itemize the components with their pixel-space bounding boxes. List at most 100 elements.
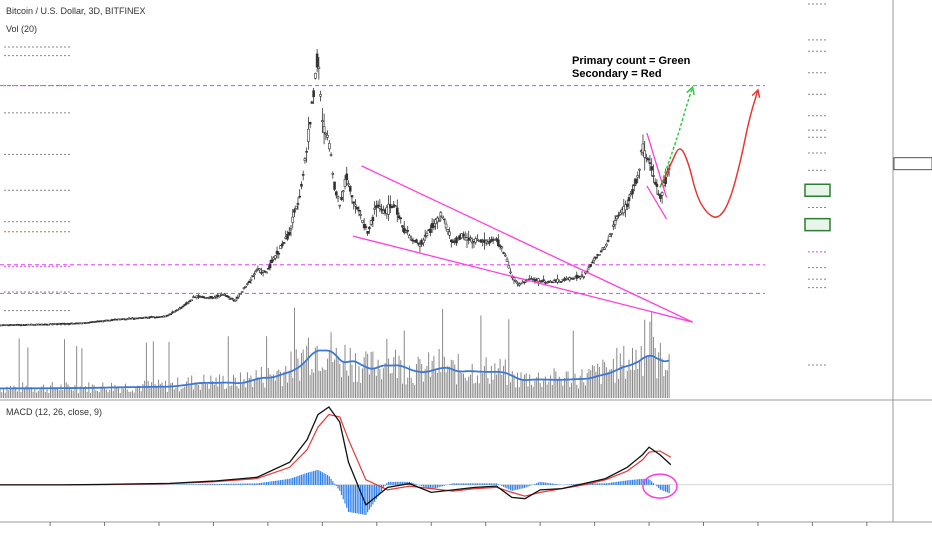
price-candle-body [178, 307, 181, 310]
price-candle-body [467, 237, 471, 241]
price-candle-body [305, 151, 308, 153]
price-candle-body [348, 186, 352, 192]
price-candle-body [498, 245, 502, 247]
price-candle-body [418, 243, 422, 247]
price-candle-body [559, 281, 563, 283]
price-candle-body [659, 195, 662, 199]
price-candle-body [655, 183, 659, 187]
price-candle-body [439, 212, 443, 217]
price-candle-body [451, 241, 455, 244]
price-candle-body [176, 309, 180, 311]
price-candle-body [267, 268, 270, 270]
price-candle-body [322, 126, 326, 133]
price-candle-body [612, 224, 615, 227]
price-candle-body [317, 66, 321, 69]
price-candle-body [444, 223, 448, 229]
price-candle-body [314, 72, 317, 79]
macd-indicator-label[interactable]: MACD (12, 26, close, 9) [6, 407, 102, 417]
price-candle-body [296, 203, 300, 205]
price-candle-body [254, 270, 258, 272]
price-candle-body [591, 261, 594, 264]
price-candle-body [277, 252, 281, 255]
price-candle-body [422, 239, 425, 244]
price-candle-body [587, 266, 591, 268]
price-candle-body [172, 311, 176, 313]
price-candle-body [328, 143, 331, 150]
price-candle-body [436, 217, 439, 223]
price-candle-body [209, 295, 213, 299]
price-candle-body [437, 220, 441, 223]
price-candle-body [324, 132, 328, 135]
price-candle-body [321, 120, 324, 122]
price-candle-body [500, 246, 504, 249]
price-candle-body [232, 298, 235, 301]
fib-highlight-box [804, 183, 831, 198]
price-candle-body [552, 280, 556, 283]
price-candle-body [545, 282, 549, 284]
price-candle-body [226, 296, 230, 298]
price-candle-body [247, 280, 251, 283]
trend-lines[interactable] [352, 132, 693, 323]
price-candle-body [233, 299, 237, 302]
price-candle-body [253, 273, 256, 275]
price-candle-body [425, 232, 429, 236]
price-candle-body [446, 229, 450, 233]
price-candle-body [625, 203, 629, 207]
price-candle-body [312, 90, 315, 98]
price-candle-body [258, 268, 261, 271]
price-candle-body [186, 302, 190, 304]
price-candle-body [605, 243, 608, 247]
price-candle-body [615, 216, 619, 220]
volume-moving-average [0, 349, 670, 390]
price-candle-body [260, 271, 263, 274]
volume-indicator-label[interactable]: Vol (20) [6, 24, 37, 34]
price-candle-body [598, 254, 601, 256]
price-candle-body [291, 216, 295, 223]
price-candle-body [174, 310, 178, 312]
price-candle-body [563, 278, 566, 281]
price-candle-body [519, 282, 523, 285]
price-candle-body [517, 283, 521, 286]
secondary-projection [659, 89, 759, 218]
price-candle-body [589, 264, 592, 267]
wedge-trendline [352, 235, 693, 323]
symbol-title[interactable]: Bitcoin / U.S. Dollar, 3D, BITFINEX [6, 6, 146, 16]
price-candle-body [556, 278, 559, 283]
price-candle-body [334, 191, 338, 196]
price-candle-body [352, 201, 356, 204]
price-candle-body [279, 245, 282, 250]
price-candle-body [645, 157, 648, 159]
projections [659, 85, 761, 218]
price-candle-body [308, 121, 312, 125]
price-candle-body [336, 196, 340, 199]
price-candle-body [594, 256, 598, 259]
price-candle-body [251, 275, 254, 277]
price-candle-body [341, 190, 345, 193]
price-candle-body [523, 281, 526, 284]
price-candle-body [408, 235, 411, 239]
price-candle-body [624, 204, 627, 211]
price-candle-body [599, 250, 603, 253]
price-candle-body [629, 193, 633, 196]
price-candle-body [613, 220, 617, 225]
price-candle-body [432, 225, 436, 228]
fib-highlight-box [804, 217, 831, 232]
price-candle-body [430, 223, 434, 229]
price-candle-body [347, 183, 350, 186]
price-candle-body [469, 237, 472, 240]
price-candle-body [512, 277, 516, 281]
price-candle-body [268, 263, 272, 269]
price-candle-body [326, 134, 329, 138]
horizontal-levels [0, 85, 765, 294]
price-candle-body [293, 209, 296, 213]
macd-highlight-circle [642, 473, 678, 499]
price-candle-body [617, 214, 620, 217]
price-candle-body [409, 238, 413, 241]
price-candle-body [394, 205, 397, 208]
price-candle-body [584, 271, 587, 274]
price-candle-body [401, 225, 404, 228]
correction-trendline [646, 132, 668, 198]
price-candle-body [169, 313, 173, 315]
price-candle-body [333, 181, 336, 190]
